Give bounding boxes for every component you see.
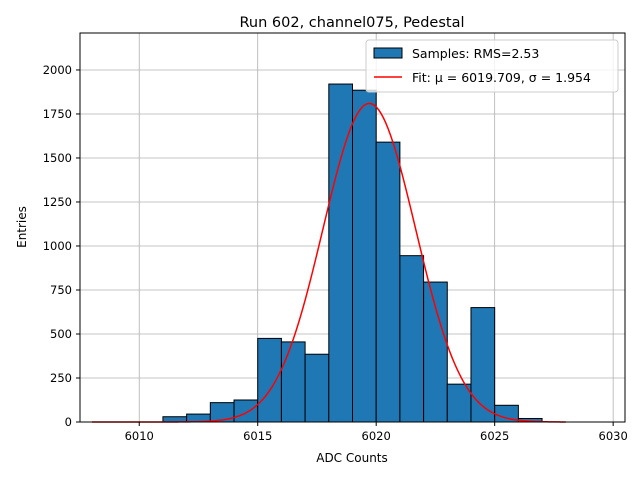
histogram-bar: [233, 399, 259, 423]
y-tick-label: 1500: [43, 151, 72, 165]
chart-title: Run 602, channel075, Pedestal: [239, 15, 464, 31]
y-tick-label: 0: [65, 415, 72, 429]
histogram-bar: [470, 307, 496, 423]
x-tick-label: 6030: [599, 429, 628, 443]
x-tick-label: 6025: [480, 429, 509, 443]
histogram-bar: [446, 383, 472, 423]
x-tick-label: 6010: [125, 429, 154, 443]
y-tick-label: 2000: [43, 63, 72, 77]
histogram-bar: [257, 337, 282, 423]
y-tick-label: 250: [50, 371, 72, 385]
x-tick-label: 6015: [243, 429, 272, 443]
histogram-bar: [375, 141, 401, 423]
histogram-bars: [162, 83, 543, 423]
x-tick-label: 6020: [362, 429, 391, 443]
y-tick-label: 1250: [43, 195, 72, 209]
y-axis-ticks: 0 250 500 750 1000 1250 1500 1750 2000: [43, 63, 80, 429]
plot-frame: [79, 32, 626, 423]
legend-label-fit: Fit: μ = 6019.709, σ = 1.954: [412, 70, 591, 85]
legend: Samples: RMS=2.53 Fit: μ = 6019.709, σ =…: [365, 39, 619, 93]
x-axis-ticks: 6010 6015 6020 6025 6030: [125, 422, 628, 443]
legend-swatch-samples: [373, 47, 403, 59]
y-axis-label: Entries: [15, 206, 29, 248]
histogram-bar: [304, 353, 330, 423]
histogram-bar: [280, 341, 306, 423]
y-tick-label: 750: [50, 283, 72, 297]
legend-label-samples: Samples: RMS=2.53: [412, 46, 539, 61]
legend-frame: [365, 39, 619, 93]
histogram-bar: [423, 281, 448, 423]
histogram-bar: [352, 89, 377, 423]
histogram-bar: [399, 255, 425, 423]
x-axis-label: ADC Counts: [316, 451, 388, 465]
y-tick-label: 1000: [43, 239, 72, 253]
y-tick-label: 500: [50, 327, 72, 341]
y-tick-label: 1750: [43, 107, 72, 121]
